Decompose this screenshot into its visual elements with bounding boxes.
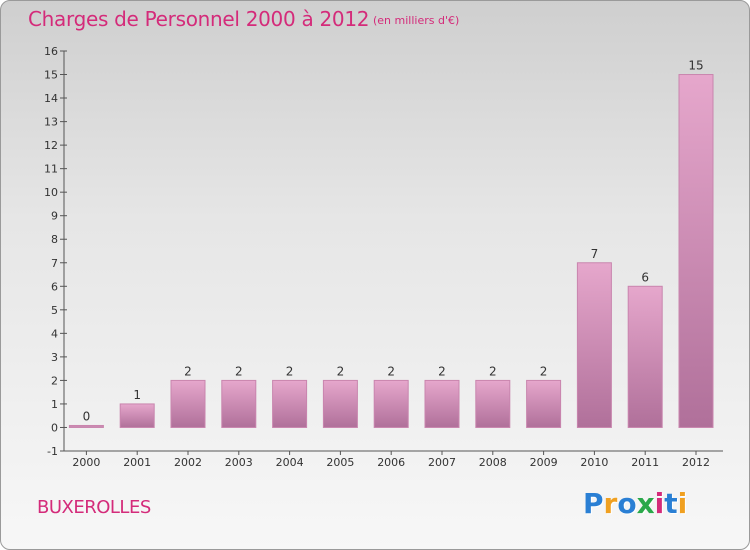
bar-2012 [678, 74, 714, 428]
y-tick-label: 12 [44, 139, 58, 152]
data-label: 2 [438, 364, 446, 378]
x-tick-label: 2010 [580, 456, 608, 469]
y-tick-label: 6 [51, 280, 58, 293]
bar-2002 [170, 379, 206, 428]
x-tick-label: 2009 [530, 456, 558, 469]
data-label: 1 [133, 388, 141, 402]
data-label: 2 [235, 364, 243, 378]
y-tick-label: 14 [44, 92, 58, 105]
bar-2010 [576, 262, 612, 428]
commune-name: BUXEROLLES [37, 497, 151, 518]
y-tick-label: 9 [51, 210, 58, 223]
chart-title: Charges de Personnel 2000 à 2012 [28, 7, 370, 31]
y-tick-label: -1 [47, 445, 58, 458]
x-tick-label: 2005 [326, 456, 354, 469]
x-tick-label: 2007 [428, 456, 456, 469]
y-tick-label: 3 [51, 351, 58, 364]
data-label: 2 [184, 364, 192, 378]
x-tick-label: 2006 [377, 456, 405, 469]
data-label: 2 [337, 364, 345, 378]
x-tick-label: 2001 [123, 456, 151, 469]
y-tick-label: 1 [51, 398, 58, 411]
proxiti-logo: Proxiti [583, 487, 688, 520]
bar-2005 [322, 379, 358, 428]
y-tick-label: 11 [44, 163, 58, 176]
x-tick-label: 2004 [276, 456, 304, 469]
bar-2007 [424, 379, 460, 428]
y-tick-label: 8 [51, 233, 58, 246]
x-tick-label: 2002 [174, 456, 202, 469]
y-tick-label: 0 [51, 421, 58, 434]
x-tick-label: 2003 [225, 456, 253, 469]
data-label: 6 [641, 270, 649, 284]
x-tick-label: 2000 [72, 456, 100, 469]
y-tick-label: 16 [44, 45, 58, 58]
bar-2009 [526, 379, 562, 428]
data-label: 2 [286, 364, 294, 378]
y-tick-label: 5 [51, 304, 58, 317]
x-tick-label: 2011 [631, 456, 659, 469]
bar-2000 [68, 424, 104, 428]
data-label: 2 [387, 364, 395, 378]
data-label: 2 [489, 364, 497, 378]
bar-2006 [373, 379, 409, 428]
x-tick-label: 2012 [682, 456, 710, 469]
bar-2004 [272, 379, 308, 428]
bar-2008 [475, 379, 511, 428]
y-tick-label: 13 [44, 116, 58, 129]
data-label: 15 [688, 59, 703, 73]
chart-subtitle: (en milliers d'€) [373, 14, 460, 27]
data-label: 0 [83, 409, 91, 423]
bar-2003 [221, 379, 257, 428]
bar-2011 [627, 285, 663, 428]
y-tick-label: 7 [51, 257, 58, 270]
y-tick-label: 4 [51, 327, 58, 340]
y-tick-label: 2 [51, 374, 58, 387]
y-tick-label: 15 [44, 69, 58, 82]
data-label: 2 [540, 364, 548, 378]
data-label: 7 [591, 247, 599, 261]
x-tick-label: 2008 [479, 456, 507, 469]
y-tick-label: 10 [44, 186, 58, 199]
bar-2001 [119, 403, 155, 428]
